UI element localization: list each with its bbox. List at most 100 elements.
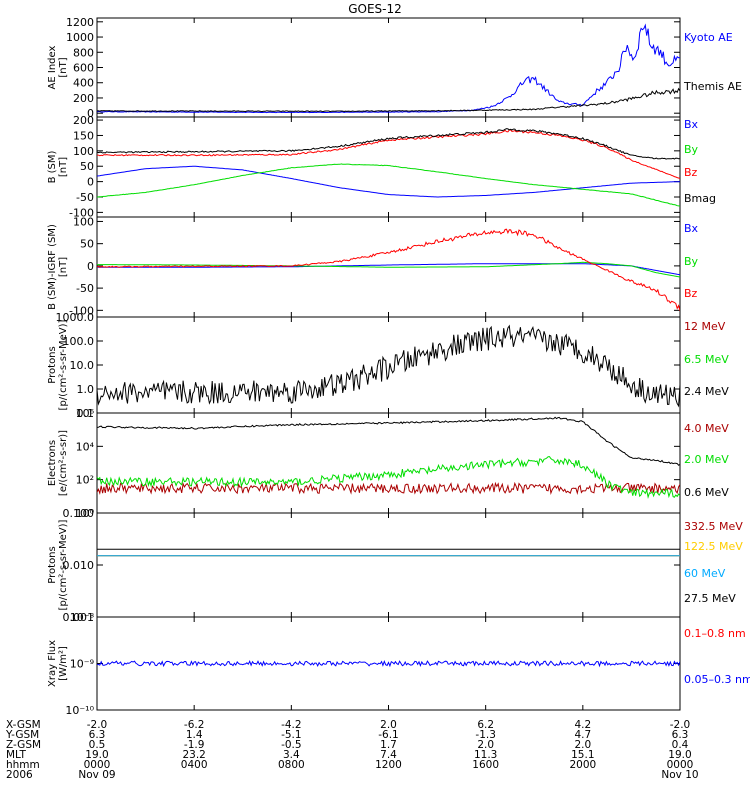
y-tick-label: 10⁰ xyxy=(76,507,95,520)
legend-0-05-0-3-nm: 0.05–0.3 nm xyxy=(684,673,750,686)
y-tick-label: 50 xyxy=(80,160,94,173)
panel-protons: 0.1 1.0 10.0 100.0 1000.0Protons[p/(cm²-s-sr… xyxy=(47,311,729,420)
y-tick-label: 100 xyxy=(73,215,94,228)
series-line-0-6-mev xyxy=(97,416,680,466)
x-tick-ygsm: -6.1 xyxy=(378,729,399,741)
series-line-bz xyxy=(97,228,680,311)
legend-122-5-mev: 122.5 MeV xyxy=(684,540,743,553)
series-line-bx xyxy=(97,165,680,198)
legend-2-0-mev: 2.0 MeV xyxy=(684,453,729,466)
row-label-2006: 2006 xyxy=(6,769,33,781)
y-tick-label: 150 xyxy=(73,129,94,142)
y-tick-label: 10⁴ xyxy=(76,440,95,453)
panel-bigrf: -100 -50 0 50 100 B (SM)-IGRF (SM)[nT] Bx By Bz xyxy=(47,215,699,318)
x-tick-zgsm: 1.7 xyxy=(380,739,397,751)
panel-electrons: 10⁰ 10² 10⁴ 10⁶ Electrons[e/(cm²-s-sr)] 4.0 M… xyxy=(47,407,729,520)
y-tick-label: 100 xyxy=(73,145,94,158)
x-tick-mlt: 7.4 xyxy=(380,749,397,761)
series-line-by xyxy=(97,163,680,207)
legend-bmag: Bmag xyxy=(684,192,716,205)
y-tick-label: -50 xyxy=(76,191,94,204)
panel-frame xyxy=(96,512,681,618)
x-tick-zgsm: 2.0 xyxy=(574,739,591,751)
panel-frame xyxy=(96,17,681,118)
series-line-bz xyxy=(97,129,680,179)
y-tick-label: 600 xyxy=(73,62,94,75)
x-tick-mlt: 19.0 xyxy=(85,749,108,761)
y-tick-label: 0.001 xyxy=(63,611,95,624)
x-tick-mlt: 11.3 xyxy=(474,749,497,761)
legend-kyoto-ae: Kyoto AE xyxy=(684,31,733,44)
x-tick-ygsm: 1.4 xyxy=(186,729,203,741)
x-tick-xgsm: -4.2 xyxy=(281,719,302,731)
y-tick-label: -100 xyxy=(69,206,94,219)
series-group xyxy=(97,548,680,557)
y-tick-label: 10.0 xyxy=(70,359,95,372)
y-tick-label: 200 xyxy=(73,114,94,127)
series-line-bx xyxy=(97,263,680,276)
legend-bz: Bz xyxy=(684,166,698,179)
panel-frame xyxy=(96,316,681,414)
x-tick-xgsm: -2.0 xyxy=(670,719,691,731)
y-axis-label: Electrons[e/(cm²-s-sr)] xyxy=(47,430,69,496)
series-line-2-0-mev xyxy=(97,456,680,499)
x-tick-ygsm: -1.3 xyxy=(475,729,496,741)
series-line-themis-ae xyxy=(97,87,680,113)
x-tick-xgsm: 2.0 xyxy=(380,719,397,731)
y-tick-label: 0 xyxy=(87,260,94,273)
x-tick-xgsm: -2.0 xyxy=(87,719,108,731)
legend-60-mev: 60 MeV xyxy=(684,567,726,580)
x-tick-zgsm: -0.5 xyxy=(281,739,302,751)
x-tick-zgsm: 0.4 xyxy=(672,739,689,751)
x-tick-hhmm: 2000 xyxy=(569,759,596,771)
legend-0-6-mev: 0.6 MeV xyxy=(684,486,729,499)
x-tick-xgsm: 6.2 xyxy=(477,719,494,731)
series-group xyxy=(97,557,680,668)
x-tick-hhmm: 1600 xyxy=(472,759,499,771)
panel-xray: 10⁻¹⁰ 10⁻⁹ 10⁻⁸ Xray Flux[W/m²] 0.1–0.8 nm 0.… xyxy=(47,557,750,717)
panel-bsm: -100 -50 0 50 100 150 200 B (SM)[nT] Bx By Bz Bmag xyxy=(47,114,716,219)
y-tick-label: 10⁶ xyxy=(76,407,95,420)
series-group xyxy=(97,23,680,114)
x-tick-zgsm: -1.9 xyxy=(184,739,205,751)
series-line-0-1-0-8-nm xyxy=(97,557,680,571)
y-tick-label: 50 xyxy=(80,238,94,251)
x-tick-hhmm: 1200 xyxy=(375,759,402,771)
legend-332-5-mev: 332.5 MeV xyxy=(684,520,743,533)
y-tick-label: 10² xyxy=(76,474,94,487)
panel-ae: 0 200 400 600 800 1000 1200 AE Index[nT] Kyoto A… xyxy=(47,16,742,120)
x-tick-xgsm: -6.2 xyxy=(184,719,205,731)
x-tick-zgsm: 0.5 xyxy=(89,739,106,751)
x-tick-ygsm: 6.3 xyxy=(672,729,689,741)
panel-hiprotons: 0.001 0.010 0.100Protons[p/(cm²-s-sr-MeV)]… xyxy=(47,507,743,624)
x-tick-hhmm: 0000 xyxy=(667,759,694,771)
series-group xyxy=(97,228,680,311)
y-tick-label: 10⁻⁹ xyxy=(70,658,94,671)
y-tick-label: 10⁻¹⁰ xyxy=(65,704,94,717)
position-table: X-GSMY-GSMZ-GSMMLThhmm2006-2.06.30.519.0… xyxy=(5,719,699,781)
y-tick-label: 200 xyxy=(73,92,94,105)
x-tick-mlt: 19.0 xyxy=(668,749,691,761)
row-label-z-gsm: Z-GSM xyxy=(6,739,41,751)
series-group xyxy=(97,128,680,207)
x-tick-date: Nov 10 xyxy=(661,769,698,781)
y-tick-label: 400 xyxy=(73,77,94,90)
legend-2-4-mev: 2.4 MeV xyxy=(684,385,729,398)
y-tick-label: 0.1 xyxy=(77,407,95,420)
x-tick-hhmm: 0400 xyxy=(181,759,208,771)
legend-themis-ae: Themis AE xyxy=(683,80,742,93)
legend-0-1-0-8-nm: 0.1–0.8 nm xyxy=(684,627,746,640)
legend-by: By xyxy=(684,143,699,156)
x-tick-mlt: 3.4 xyxy=(283,749,300,761)
series-group xyxy=(97,416,680,499)
legend-27-5-mev: 27.5 MeV xyxy=(684,592,736,605)
y-tick-label: 0 xyxy=(87,176,94,189)
legend-bz: Bz xyxy=(684,287,698,300)
legend-by: By xyxy=(684,255,699,268)
y-tick-label: 1000 xyxy=(66,31,94,44)
legend-6-5-mev: 6.5 MeV xyxy=(684,353,729,366)
y-tick-label: -100 xyxy=(69,304,94,317)
legend-12-mev: 12 MeV xyxy=(684,320,726,333)
